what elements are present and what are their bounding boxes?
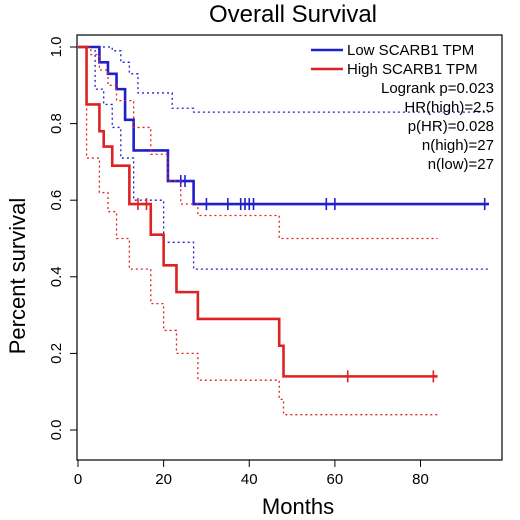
x-tick-label: 0 <box>74 471 82 488</box>
ci-lower-line <box>78 46 438 416</box>
stat-text: HR(high)=2.5 <box>404 99 494 116</box>
plot-area: 0 20 40 60 80 0.0 0.2 0.4 0.6 0.8 1.0 <box>48 34 503 488</box>
ci-upper-line <box>78 46 489 113</box>
legend: Low SCARB1 TPM High SCARB1 TPM Logrank p=0… <box>311 42 494 173</box>
y-tick-label: 0.2 <box>48 343 65 364</box>
x-axis-title: Months <box>262 494 334 519</box>
x-tick-label: 20 <box>155 471 172 488</box>
x-tick-label: 60 <box>327 471 344 488</box>
stat-text: p(HR)=0.028 <box>408 118 494 135</box>
y-axis-title: Percent survival <box>5 198 30 355</box>
x-tick-label: 80 <box>412 471 429 488</box>
series-1 <box>78 45 438 416</box>
y-tick-label: 0.8 <box>48 113 65 134</box>
ci-upper-line <box>78 46 438 240</box>
legend-label: Low SCARB1 TPM <box>347 42 474 59</box>
chart-title: Overall Survival <box>209 1 377 28</box>
y-tick-label: 1.0 <box>48 37 65 58</box>
y-tick-label: 0.0 <box>48 420 65 441</box>
y-tick-label: 0.4 <box>48 266 65 287</box>
ci-lower-line <box>78 46 489 270</box>
legend-label: High SCARB1 TPM <box>347 61 478 78</box>
x-tick-label: 40 <box>241 471 258 488</box>
stat-text: Logrank p=0.023 <box>381 80 494 97</box>
stat-text: n(high)=27 <box>422 137 494 154</box>
y-tick-label: 0.6 <box>48 190 65 211</box>
plot-frame <box>76 34 503 461</box>
survival-line <box>78 45 438 378</box>
stat-text: n(low)=27 <box>428 156 494 173</box>
